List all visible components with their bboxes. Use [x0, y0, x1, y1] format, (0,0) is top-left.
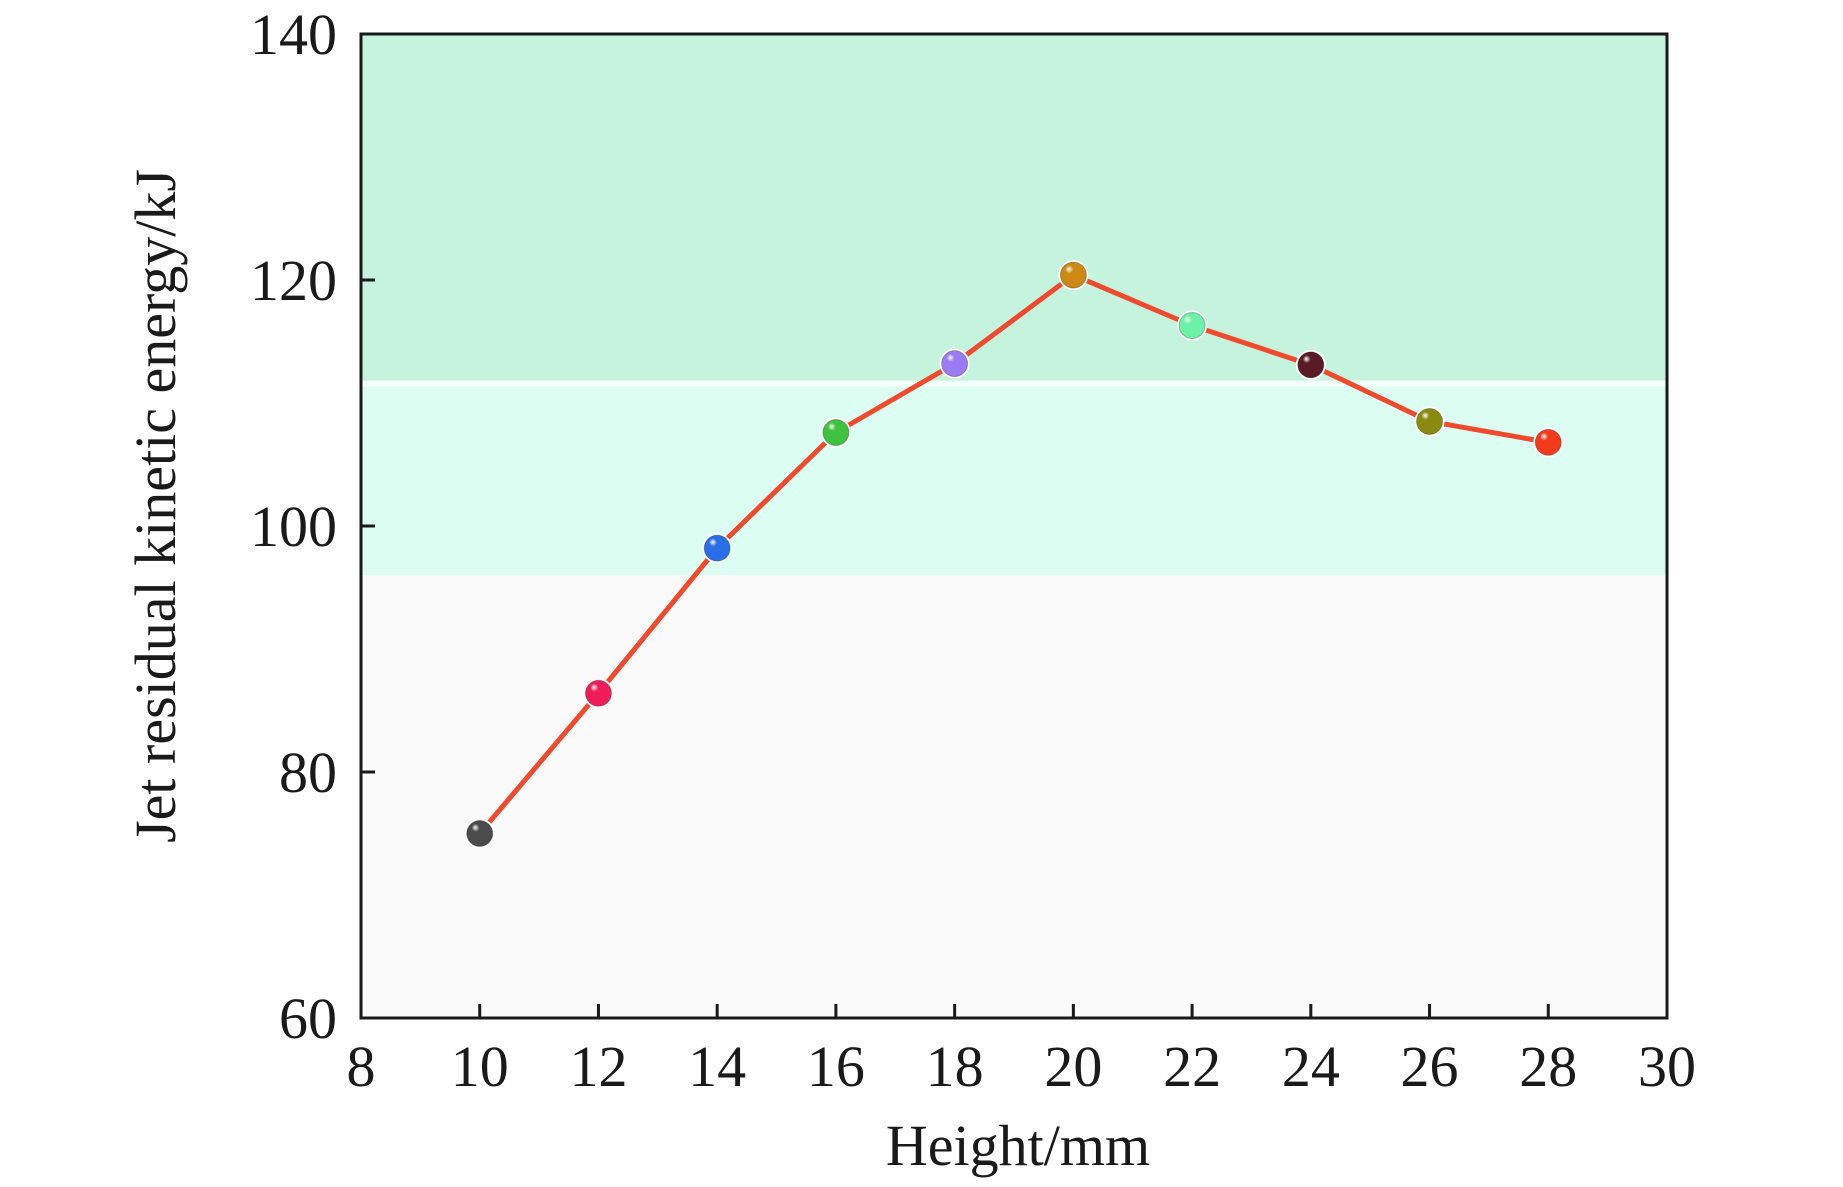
background-band: [361, 575, 1667, 1018]
axes: [359, 32, 1669, 1020]
x-axis-title: Height/mm: [886, 1113, 1150, 1178]
data-point: [703, 534, 731, 562]
data-point: [1534, 428, 1562, 456]
data-point: [941, 350, 969, 378]
y-tick-label: 140: [250, 2, 337, 67]
data-point: [1059, 261, 1087, 289]
data-markers: [464, 260, 1564, 849]
y-axis-title: Jet residual kinetic energy/kJ: [123, 169, 188, 843]
x-tick-label: 16: [807, 1034, 865, 1099]
x-tick-label: 26: [1401, 1034, 1459, 1099]
data-point: [1178, 312, 1206, 340]
background-band: [361, 384, 1667, 576]
background-bands: [361, 34, 1667, 1018]
x-tick-label: 12: [569, 1034, 627, 1099]
y-tick-label: 60: [279, 986, 337, 1051]
axis-labels: 8 10 12 14 16 18 20 22 24 26 28 30 60 80 100 120 140 Heig…: [123, 2, 1696, 1178]
data-series: [477, 272, 1551, 836]
x-tick-label: 28: [1519, 1034, 1577, 1099]
x-tick-label: 20: [1044, 1034, 1102, 1099]
band-divider: [361, 380, 1667, 387]
x-tick-label: 10: [451, 1034, 509, 1099]
data-point: [584, 679, 612, 707]
x-tick-label: 24: [1282, 1034, 1340, 1099]
series-line: [477, 272, 1551, 836]
data-point: [1416, 407, 1444, 435]
x-tick-label: 18: [926, 1034, 984, 1099]
y-tick-label: 100: [250, 494, 337, 559]
x-tick-label: 30: [1638, 1034, 1696, 1099]
background-band: [361, 34, 1667, 385]
y-tick-label: 120: [250, 248, 337, 313]
data-point: [466, 820, 494, 847]
data-point: [1297, 351, 1325, 379]
x-tick-label: 8: [347, 1034, 376, 1099]
x-tick-label: 22: [1163, 1034, 1221, 1099]
y-tick-label: 80: [279, 740, 337, 805]
x-tick-label: 14: [688, 1034, 746, 1099]
data-point: [822, 419, 850, 447]
